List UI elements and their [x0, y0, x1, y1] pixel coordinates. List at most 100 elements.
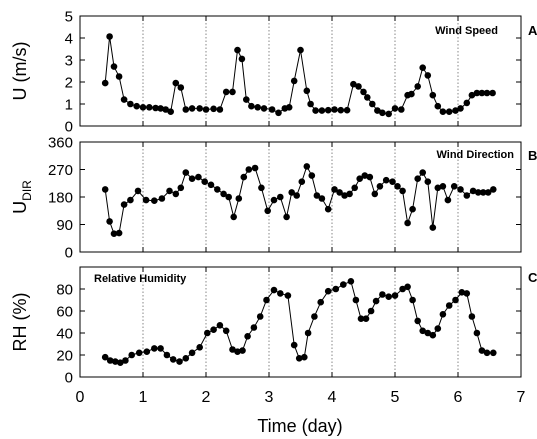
panel-b-data-point — [394, 183, 401, 190]
panel-b-data-point — [414, 175, 422, 182]
panel-b-data-point — [214, 186, 221, 193]
panel-c-data-point — [483, 349, 491, 357]
panel-b-data-point — [240, 173, 248, 181]
panel-b-data-point — [251, 164, 259, 172]
panel-b-data-point — [469, 187, 477, 195]
panel-a-data-point — [196, 105, 203, 112]
panel-b-data-point — [288, 189, 296, 196]
panel-a-ytick-label: 4 — [65, 31, 73, 48]
panel-a-data-point — [177, 84, 185, 91]
panel-b-data-point — [245, 166, 253, 173]
panel-a-data-point — [355, 83, 362, 90]
panel-b-data-point — [303, 163, 311, 170]
panel-b-data-point — [382, 176, 390, 184]
panel-b-data-point — [293, 192, 301, 199]
panel-c-data-point — [151, 345, 158, 352]
panel-c-series-line — [104, 280, 494, 364]
panel-c-data-point — [135, 349, 143, 357]
panel-b-data-point — [450, 183, 458, 190]
x-tick-label: 1 — [139, 389, 148, 406]
panel-b-data-point — [201, 178, 208, 185]
panel-c-data-point — [409, 296, 416, 304]
panel-b-ytick-label: 0 — [65, 245, 73, 262]
panel-c-data-point — [399, 285, 406, 293]
panel-c-data-point — [347, 278, 355, 285]
panel-a-data-point — [429, 91, 437, 99]
panel-a-data-point — [133, 102, 140, 110]
panel-b-data-point — [434, 184, 442, 192]
panel-a-data-point — [468, 91, 476, 99]
panel-b-data-point — [110, 230, 118, 237]
panel-a-data-point — [364, 94, 371, 101]
panel-c-data-point — [490, 349, 497, 357]
panel-b-data-point — [177, 184, 185, 192]
panel-a-data-point — [210, 105, 217, 113]
panel-c-data-point — [196, 344, 203, 351]
panel-c-data-point — [101, 353, 109, 361]
panel-b-data-point — [429, 224, 437, 231]
panel-a-data-point — [360, 88, 367, 96]
panel-c-data-point — [324, 287, 332, 295]
panel-b-data-point — [336, 189, 343, 196]
panel-a-data-point — [248, 102, 255, 110]
panel-a-ylabel: U (m/s) — [10, 42, 30, 101]
panel-c-data-point — [128, 351, 135, 359]
panel-c-data-point — [352, 296, 360, 304]
panel-b-data-point — [463, 192, 471, 199]
panel-a-data-point — [127, 100, 134, 108]
x-tick-label: 3 — [265, 389, 274, 406]
panel-c-data-point — [445, 302, 453, 309]
panel-c-data-point — [357, 315, 365, 323]
panel-b-data-point — [172, 190, 180, 198]
panel-a-data-point — [457, 105, 464, 112]
panel-b-data-point — [101, 186, 109, 193]
panel-a-data-point — [445, 108, 453, 115]
panel-b-letter: B — [528, 148, 537, 163]
panel-c: 0 20 40 60 80 Relative Humidity C RH (%) — [10, 266, 537, 387]
panel-c-data-point — [122, 357, 129, 364]
panel-c-data-point — [263, 296, 270, 304]
panel-c-data-point — [385, 293, 393, 301]
panel-b-data-point — [220, 190, 227, 198]
panel-c-letter: C — [528, 270, 537, 285]
panel-a-data-point — [478, 89, 486, 97]
x-tick-label: 7 — [517, 389, 526, 406]
x-tick-label: 4 — [328, 389, 337, 406]
panel-c-data-point — [277, 290, 284, 297]
panel-b-data-point — [366, 173, 374, 181]
panel-c-data-point — [239, 347, 246, 354]
panel-a-data-point — [473, 89, 481, 97]
panel-c-data-point — [372, 297, 380, 305]
panel-a-data-point — [489, 89, 496, 97]
panel-a-data-point — [229, 88, 236, 96]
panel-b-data-point — [346, 190, 353, 198]
panel-c-data-point — [468, 313, 476, 320]
panel-c-data-point — [176, 358, 183, 365]
panel-b-data-point — [457, 186, 464, 193]
panel-a-data-point — [234, 46, 241, 54]
panel-a-data-point — [110, 63, 118, 70]
panel-c-data-point — [182, 355, 190, 362]
panel-c-data-point — [424, 329, 432, 337]
panel-a-data-point — [152, 104, 159, 112]
panel-a-data-point — [297, 46, 304, 54]
panel-b-data-point — [166, 187, 173, 195]
panel-a-data-point — [157, 105, 164, 112]
panel-c-ytick-label: 20 — [56, 348, 73, 365]
panel-a-data-point — [452, 107, 459, 114]
panel-c-data-point — [216, 322, 224, 329]
panel-c-ytick-label: 40 — [56, 326, 73, 343]
panel-c-data-point — [256, 313, 264, 320]
panel-b-data-point — [490, 186, 497, 193]
panel-c-data-point — [463, 290, 471, 297]
panel-b-series-line — [104, 165, 494, 235]
panel-a-data-point — [463, 99, 471, 107]
panel-a-data-point — [391, 105, 399, 112]
panel-b-data-point — [444, 196, 452, 204]
panel-c-ytick-label: 80 — [56, 282, 73, 299]
panel-a-data-point — [303, 87, 311, 95]
panel-b-data-point — [270, 196, 278, 204]
panel-b-ytick-label: 90 — [56, 217, 73, 234]
panel-c-data-point — [367, 307, 375, 315]
panel-a-data-point — [290, 77, 298, 85]
